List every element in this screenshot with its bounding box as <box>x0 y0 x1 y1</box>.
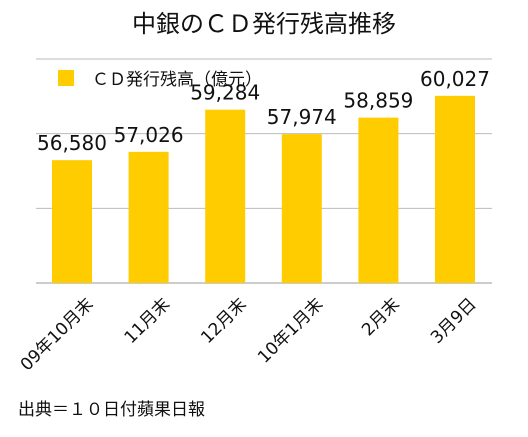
chart-title: 中銀のＣＤ発行残高推移 <box>132 10 396 38</box>
bar <box>358 117 399 283</box>
legend: ＣＤ発行残高（億元） <box>58 70 262 90</box>
data-label: 57,026 <box>114 123 184 147</box>
bars <box>52 95 475 283</box>
legend-label: ＣＤ発行残高（億元） <box>92 70 262 90</box>
bar <box>435 95 475 283</box>
x-tick-label: 2月末 <box>358 294 404 340</box>
bar <box>52 160 92 283</box>
bar <box>205 109 246 283</box>
legend-swatch <box>58 70 74 86</box>
data-label: 57,974 <box>267 105 337 129</box>
x-tick-label: 11月末 <box>121 294 174 347</box>
x-tick-label: 10年1月末 <box>254 294 327 367</box>
bar <box>128 151 169 283</box>
gridlines <box>36 58 492 284</box>
x-tick-label: 3月9日 <box>427 294 480 347</box>
x-tick-labels: 09年10月末 11月末 12月末 10年1月末 2月末 3月9日 <box>17 294 481 375</box>
x-tick-label: 09年10月末 <box>17 294 98 375</box>
x-tick-label: 12月末 <box>197 294 250 347</box>
data-label: 56,580 <box>37 131 107 155</box>
source-note: 出典＝１０日付蘋果日報 <box>18 400 205 420</box>
bar <box>281 134 322 283</box>
data-label: 60,027 <box>420 67 490 91</box>
data-label: 58,859 <box>343 89 413 113</box>
data-label: 59,284 <box>190 81 260 105</box>
